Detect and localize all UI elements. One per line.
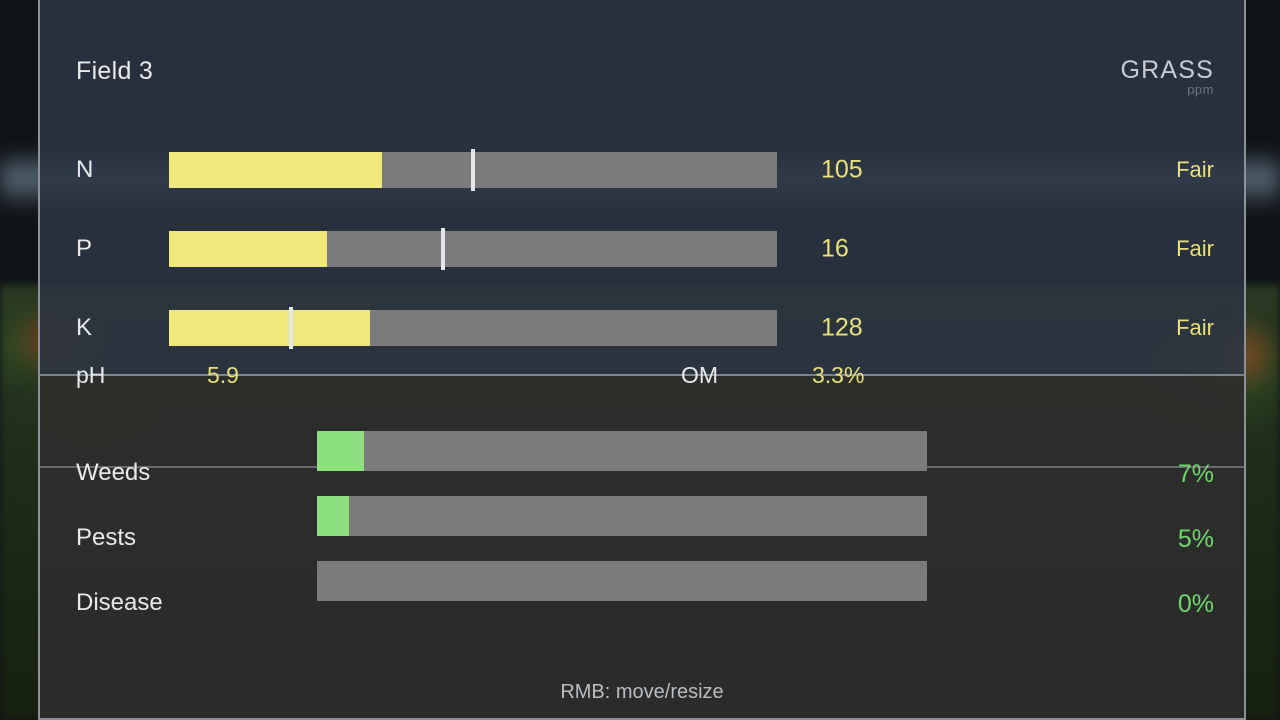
nutrient-label-k: K xyxy=(76,314,93,341)
ph-label: pH xyxy=(76,362,106,388)
nutrient-value-p: 16 xyxy=(821,234,849,263)
nutrient-row-k: K 128 Fair xyxy=(40,306,1244,350)
pressure-label-weeds: Weeds xyxy=(76,459,151,486)
nutrient-bar-fill-n xyxy=(169,152,382,188)
nutrient-value-n: 105 xyxy=(821,155,863,184)
nutrient-bar-p xyxy=(169,228,777,270)
section-divider-soil xyxy=(40,374,1244,376)
pressure-label-pests: Pests xyxy=(76,524,137,551)
pressure-row-pests: Pests 5% xyxy=(40,496,1244,553)
crop-type-label: GRASS xyxy=(1120,56,1214,84)
crop-unit-label: ppm xyxy=(1187,82,1214,97)
pressure-bar-disease xyxy=(317,561,927,601)
nutrient-label-p: P xyxy=(76,235,93,262)
om-value: 3.3% xyxy=(812,362,865,388)
nutrient-bar-fill-k xyxy=(169,310,370,346)
nutrient-row-n: N 105 Fair xyxy=(40,148,1244,192)
pressure-bar-weeds xyxy=(317,431,927,471)
ph-value: 5.9 xyxy=(207,362,239,388)
om-label: OM xyxy=(681,362,719,388)
nutrient-value-k: 128 xyxy=(821,313,863,342)
pressure-row-weeds: Weeds 7% xyxy=(40,431,1244,488)
pressure-row-disease: Disease 0% xyxy=(40,561,1244,618)
pressure-bar-fill-weeds xyxy=(317,431,364,471)
move-resize-hint: RMB: move/resize xyxy=(560,681,724,703)
pressure-label-disease: Disease xyxy=(76,589,163,616)
nutrient-rating-p: Fair xyxy=(1176,236,1214,261)
nutrient-bar-k xyxy=(169,307,777,349)
nutrient-target-marker-k xyxy=(288,307,293,349)
nutrient-target-marker-n xyxy=(471,149,475,191)
panel-header: Field 3 GRASS ppm xyxy=(40,0,1244,108)
nutrient-rating-n: Fair xyxy=(1176,157,1214,182)
field-info-panel[interactable]: Field 3 GRASS ppm N 105 Fair P 16 Fair xyxy=(38,0,1246,720)
field-title: Field 3 xyxy=(76,57,154,85)
nutrient-target-marker-p xyxy=(440,228,445,270)
pressure-value-weeds: 7% xyxy=(1177,460,1214,488)
pressure-bar-fill-pests xyxy=(317,496,349,536)
nutrient-bar-fill-p xyxy=(169,231,328,267)
soil-row: pH 5.9 OM 3.3% xyxy=(40,362,1244,396)
pressure-value-pests: 5% xyxy=(1177,525,1214,553)
nutrient-label-n: N xyxy=(76,156,94,183)
nutrient-bar-n xyxy=(169,149,777,191)
nutrient-rating-k: Fair xyxy=(1176,315,1214,340)
pressure-bar-pests xyxy=(317,496,927,536)
pressure-value-disease: 0% xyxy=(1177,590,1214,618)
nutrient-row-p: P 16 Fair xyxy=(40,227,1244,271)
